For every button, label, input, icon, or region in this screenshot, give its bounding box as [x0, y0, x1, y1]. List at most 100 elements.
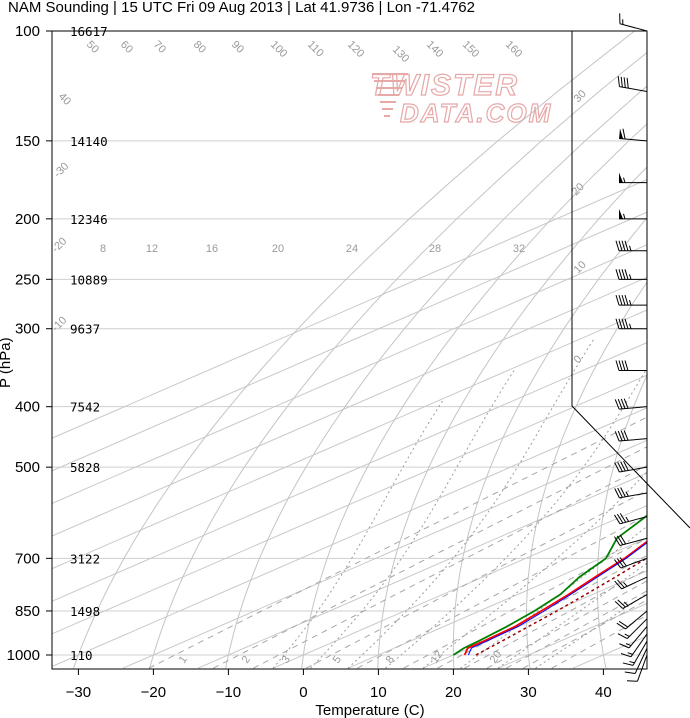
moist-adiabat-line	[272, 399, 444, 669]
wind-barb-staff	[636, 654, 648, 682]
moist-adiabat-line	[347, 337, 596, 669]
wind-barb-feather	[614, 580, 622, 590]
wind-barb-feather	[617, 487, 623, 498]
isotherm-label: 0	[572, 353, 585, 366]
x-tick-label: 30	[520, 684, 537, 701]
wind-barb-staff	[628, 626, 648, 649]
isotherm-label: -20	[50, 235, 70, 255]
dry-adiabat-line	[452, 216, 647, 669]
moist-adiabat-line	[535, 592, 647, 669]
moist-adiabat-line	[422, 471, 647, 669]
wind-barb-feather	[618, 360, 623, 371]
series-line-dewpoint	[452, 514, 647, 656]
series-line-virtual-temperature	[467, 542, 647, 656]
wind-barb-feather	[615, 360, 620, 371]
y-tick-label: 700	[15, 550, 40, 567]
wind-barb-feather	[619, 513, 627, 523]
wind-barb-feather	[615, 240, 620, 251]
wind-barb-half-feather	[629, 323, 632, 329]
dry-adiabat-label: 50	[84, 39, 101, 56]
dry-adiabat-line	[73, 31, 635, 669]
wind-barb-feather	[617, 633, 628, 640]
isotherm-line	[52, 211, 647, 472]
wind-barb-feather	[614, 559, 622, 569]
height-label: 110	[70, 648, 93, 663]
wind-barb-half-feather	[623, 601, 629, 606]
wind-barb-feather	[620, 430, 626, 441]
wind-barb-feather	[626, 77, 629, 89]
wind-barb-feather	[617, 76, 620, 87]
isotherm-label: -30	[52, 160, 72, 180]
series-line-parcel	[475, 557, 647, 656]
height-label: 14140	[70, 134, 108, 149]
wind-barb-half-feather	[629, 245, 632, 251]
wind-barb-feather	[615, 318, 620, 329]
wind-barb-feather	[621, 360, 626, 371]
wind-barb-staff	[621, 576, 648, 590]
height-label: 1498	[70, 604, 100, 619]
wind-barb-feather	[617, 461, 623, 472]
wind-barb-feather	[614, 536, 621, 546]
isotherm-label: 10	[572, 259, 589, 276]
wind-barb-half-feather	[629, 274, 632, 280]
y-axis-label: P (hPa)	[0, 337, 14, 388]
wind-barb-flag	[619, 172, 623, 183]
watermark-line-2: DATA.COM	[400, 98, 552, 128]
wind-barb-half-feather	[624, 633, 630, 637]
wind-barb-staff	[620, 557, 648, 569]
y-tick-label: 150	[15, 133, 40, 150]
moist-adiabat-label: 5	[331, 654, 344, 666]
wind-barb-staff	[625, 610, 648, 630]
wind-barb-feather	[615, 269, 620, 280]
wind-barb-feather	[616, 558, 624, 568]
wind-barb-half-feather	[623, 213, 626, 219]
dry-adiabat-label: 130	[390, 44, 411, 65]
wind-barb-staff	[619, 466, 648, 473]
wind-barb-feather	[614, 488, 620, 499]
x-tick-label: 40	[595, 684, 612, 701]
wind-barb-feather	[621, 294, 626, 306]
dry-adiabat-label: 150	[460, 39, 481, 60]
mixing-ratio-label: 12	[146, 243, 158, 255]
wind-barb-staff	[619, 137, 648, 142]
x-tick-label: −30	[66, 684, 91, 701]
wind-profile	[571, 13, 690, 682]
wind-barb-feather	[624, 294, 629, 306]
wind-barb-flag	[619, 208, 623, 219]
wind-barb-feather	[624, 269, 629, 280]
wind-barb-feather	[614, 431, 620, 442]
dry-adiabat-label: 40	[56, 91, 73, 108]
dry-adiabat-line	[596, 373, 647, 669]
wind-barb-feather	[620, 653, 632, 658]
isotherm-label: -10	[50, 314, 70, 334]
height-label: 10889	[70, 272, 108, 287]
y-tick-label: 250	[15, 271, 40, 288]
isotherm-line	[52, 178, 647, 439]
isotherm-line	[347, 537, 647, 669]
wind-barb-staff	[630, 633, 648, 658]
isotherm-line	[272, 505, 647, 669]
wind-barb-feather	[619, 557, 627, 567]
wind-barb-feather	[624, 360, 629, 371]
moist-adiabat-line	[385, 367, 647, 669]
wind-barb-feather	[621, 318, 626, 329]
wind-barb-staff	[619, 438, 648, 442]
wind-barb-flag	[619, 128, 624, 139]
isotherm-line	[122, 439, 647, 669]
wind-barb-feather	[620, 76, 623, 88]
isotherm-line	[648, 31, 690, 668]
mixing-ratio-line	[464, 568, 647, 669]
y-tick-label: 300	[15, 321, 40, 338]
y-tick-label: 1000	[7, 647, 40, 664]
wind-barb-feather	[626, 680, 638, 682]
dry-adiabat-label: 110	[305, 39, 326, 60]
dry-adiabat-label: 160	[503, 39, 524, 60]
dry-adiabat-line	[149, 51, 647, 669]
wind-barb-feather	[618, 240, 623, 251]
wind-barb-staff	[622, 594, 648, 609]
wind-barb-half-feather	[629, 661, 635, 664]
wind-barb-staff	[619, 537, 648, 546]
wind-barb-feather	[617, 579, 625, 588]
x-axis-label: Temperature (C)	[315, 702, 424, 718]
